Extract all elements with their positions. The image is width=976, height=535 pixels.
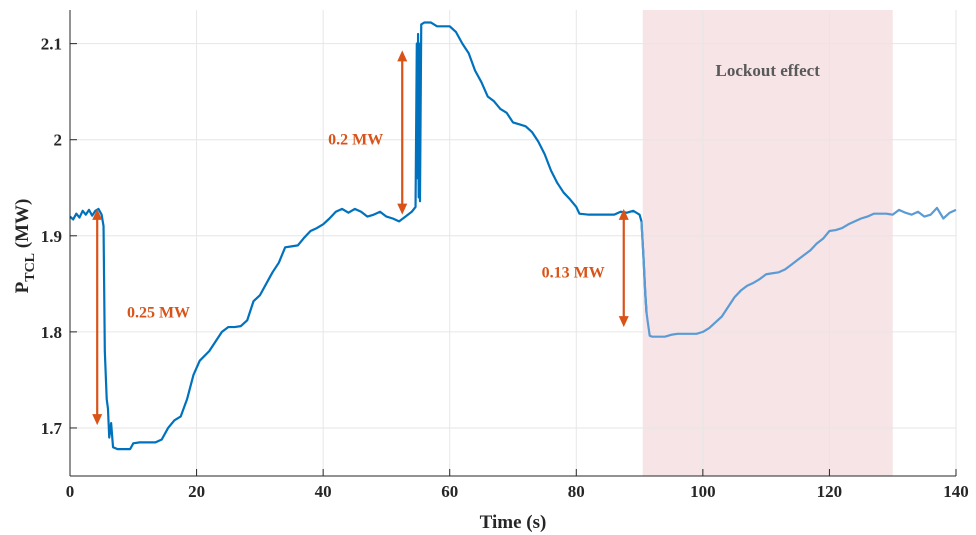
y-tick-label: 2.1 [41,35,62,54]
x-tick-label: 80 [568,482,585,501]
x-tick-label: 0 [66,482,75,501]
x-axis-title: Time (s) [480,512,547,533]
y-tick-label: 1.8 [41,323,62,342]
y-axis-title-main: P [12,281,33,293]
shaded-region-label: Lockout effect [716,61,821,80]
lockout-shade-rect [642,10,893,476]
x-tick-label: 60 [441,482,458,501]
annotation-3: 0.13 MW [542,208,629,328]
annotation-1: 0.25 MW [92,208,190,426]
y-tick-label: 1.7 [41,419,63,438]
annotation-label: 0.13 MW [542,264,605,281]
annotation-arrowhead-down [92,414,103,426]
x-tick-label: 120 [817,482,843,501]
annotation-arrowhead-up [618,208,629,220]
x-tick-label: 20 [188,482,205,501]
x-tick-label: 140 [943,482,969,501]
annotation-label: 0.2 MW [328,132,383,149]
series-line-lockout [640,206,957,338]
annotation-arrowhead-up [92,208,103,220]
grid-lines [69,10,957,476]
annotation-arrowhead-up [397,50,408,62]
y-axis-title-unit: (MW) [12,199,33,253]
y-tick-label: 1.9 [41,227,62,246]
y-axis-title-subscript: TCL [23,253,38,282]
x-tick-label: 40 [315,482,332,501]
annotation-arrowhead-down [618,316,629,328]
series-line-main [69,21,648,451]
y-axis-title: PTCL (MW) [12,199,38,294]
x-tick-label: 100 [690,482,716,501]
annotation-label: 0.25 MW [127,305,190,322]
y-tick-label: 2 [54,131,63,150]
axes: 0 20 40 60 80 100 120 140 1.7 1.8 1.9 2 2.1 [41,10,969,501]
annotation-arrowhead-down [397,203,408,215]
annotation-2: 0.2 MW [328,50,408,215]
annotations: 0.25 MW 0.2 MW 0.13 MW [92,50,629,426]
series-lines [69,21,957,451]
lockout-shaded-region [642,10,893,476]
